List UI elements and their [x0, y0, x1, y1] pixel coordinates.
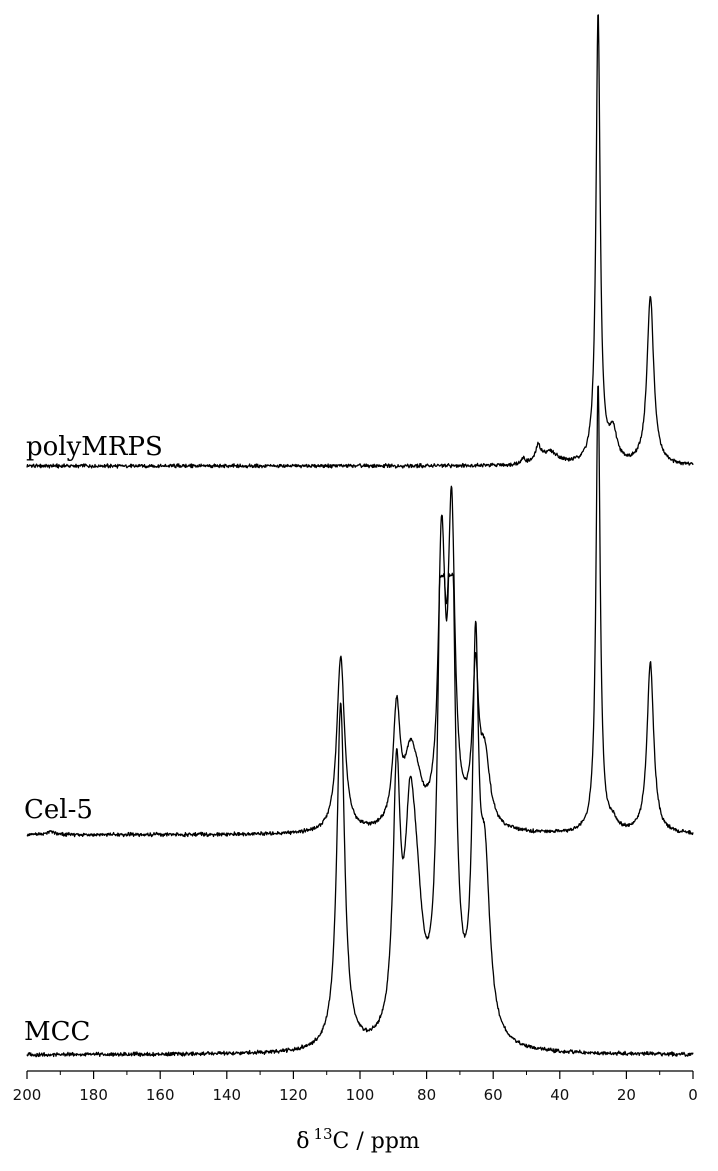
- x-tick-label: 80: [417, 1086, 436, 1104]
- spectra-group: [26, 14, 694, 1058]
- series-label-mcc: MCC: [24, 1017, 90, 1047]
- x-axis-title-rest: C / ppm: [333, 1129, 420, 1154]
- x-axis-title-symbol: δ: [296, 1129, 309, 1154]
- x-tick-label: 40: [550, 1086, 569, 1104]
- x-axis-title: δ 13C / ppm: [296, 1125, 420, 1154]
- x-axis-ticks: 200 180 160 140 120 100 80 60 40 20 0: [13, 1071, 698, 1104]
- spectrum-line-cel5: [26, 385, 694, 838]
- series-label-polymrps: polyMRPS: [26, 432, 163, 462]
- x-tick-label: 180: [79, 1086, 108, 1104]
- x-tick-label: 0: [688, 1086, 698, 1104]
- spectrum-line-polymrps: [26, 14, 694, 469]
- x-tick-label: 200: [13, 1086, 42, 1104]
- x-tick-label: 160: [146, 1086, 175, 1104]
- x-tick-label: 60: [484, 1086, 503, 1104]
- x-tick-label: 120: [279, 1086, 308, 1104]
- x-tick-label: 140: [212, 1086, 241, 1104]
- x-tick-label: 20: [617, 1086, 636, 1104]
- x-axis-title-sup: 13: [313, 1125, 332, 1143]
- series-label-cel5: Cel-5: [24, 795, 93, 825]
- spectrum-line-mcc: [26, 572, 694, 1058]
- x-tick-label: 100: [346, 1086, 375, 1104]
- x-axis: 200 180 160 140 120 100 80 60 40 20 0: [13, 1070, 698, 1104]
